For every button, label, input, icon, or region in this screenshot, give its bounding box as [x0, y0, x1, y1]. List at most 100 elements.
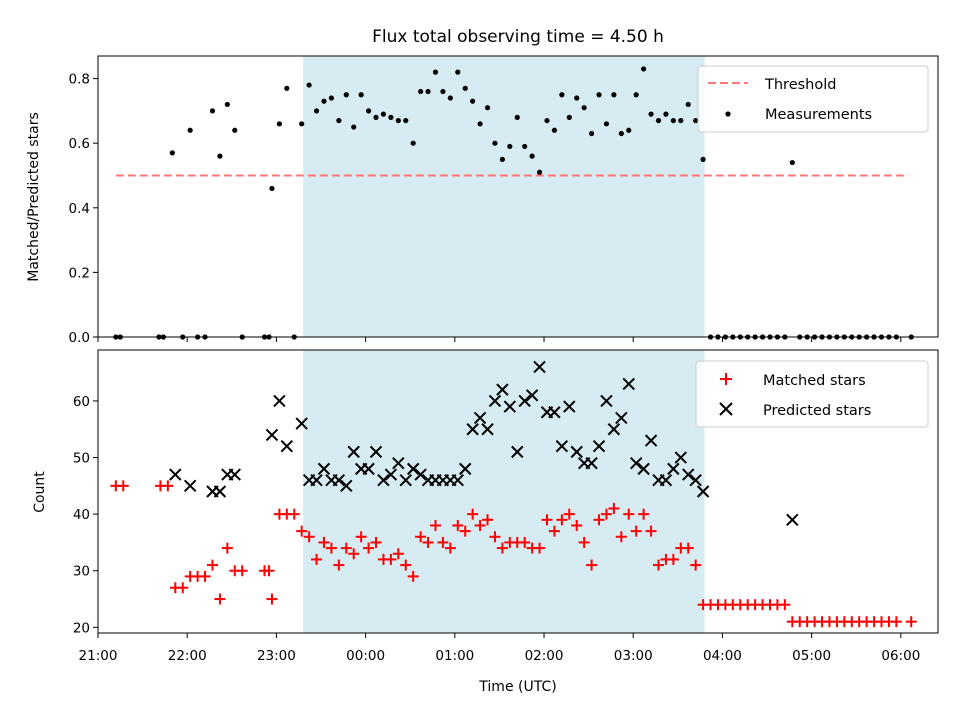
legend-measurements-swatch	[725, 111, 731, 117]
measurement-point	[581, 105, 587, 111]
ratio-y-tick-label: 0.8	[69, 72, 90, 88]
measurement-point	[321, 98, 327, 104]
predicted-star-point	[615, 411, 628, 425]
matched-star-point	[452, 519, 464, 531]
measurement-point	[276, 121, 282, 127]
measurement-point	[299, 121, 305, 127]
matched-star-point	[474, 519, 486, 531]
measurement-point	[343, 92, 349, 98]
measurement-point	[507, 143, 513, 150]
measurement-point	[365, 108, 372, 114]
predicted-star-point	[786, 513, 799, 527]
matched-star-point	[303, 531, 315, 543]
matched-star-point	[586, 559, 598, 571]
legend-matched-swatch	[720, 373, 732, 385]
predicted-star-point	[548, 406, 561, 419]
count-y-ticks: 20 30 40 50 60	[73, 394, 98, 636]
measurement-point	[217, 153, 223, 159]
measurement-point	[574, 95, 580, 101]
measurement-point	[455, 69, 461, 75]
measurement-point	[641, 66, 647, 72]
matched-star-point	[890, 616, 902, 628]
matched-star-point	[519, 536, 531, 548]
predicted-star-point	[310, 473, 323, 487]
predicted-stars-points	[169, 360, 799, 527]
matched-star-point	[600, 508, 612, 520]
predicted-star-point	[280, 440, 294, 453]
matched-star-point	[325, 542, 337, 554]
measurement-point	[470, 98, 476, 104]
matched-star-point	[162, 480, 174, 492]
measurement-point	[655, 117, 662, 124]
predicted-star-point	[369, 445, 383, 459]
matched-star-point	[355, 531, 367, 543]
x-tick-label: 06:00	[881, 648, 920, 664]
matched-star-point	[563, 508, 575, 520]
predicted-star-point	[451, 473, 464, 487]
measurement-point	[410, 140, 416, 146]
matched-star-point	[496, 542, 508, 554]
measurement-point	[440, 88, 446, 95]
predicted-star-point	[459, 462, 472, 476]
measurement-point	[169, 150, 175, 156]
predicted-star-point	[340, 479, 353, 493]
ratio-y-ticks: 0.0 0.2 0.4 0.6 0.8	[69, 72, 98, 346]
matched-star-point	[645, 525, 657, 537]
measurement-point	[670, 117, 676, 124]
measurement-point	[425, 88, 431, 95]
predicted-star-point	[414, 468, 427, 481]
measurement-point	[663, 111, 669, 117]
count-axes-frame	[97, 349, 939, 634]
measurement-point	[693, 117, 699, 124]
predicted-star-point	[674, 451, 688, 464]
measurement-point	[603, 121, 610, 127]
measurement-point	[522, 143, 528, 150]
predicted-star-point	[362, 462, 375, 476]
measurement-point	[358, 92, 364, 98]
matched-star-point	[199, 570, 211, 582]
measurement-point	[551, 127, 558, 133]
predicted-star-point	[563, 400, 576, 413]
observing-window-shade-top	[303, 56, 705, 337]
predicted-star-point	[629, 456, 643, 470]
measurement-point	[588, 130, 595, 137]
x-tick-label: 03:00	[614, 648, 653, 664]
measurement-point	[648, 111, 654, 117]
ratio-y-tick-label: 0.2	[69, 265, 90, 281]
matched-star-point	[422, 536, 434, 548]
x-tick-label: 02:00	[525, 648, 564, 664]
predicted-star-point	[689, 473, 702, 487]
measurement-point	[536, 169, 543, 175]
matched-star-point	[682, 542, 694, 554]
predicted-star-point	[525, 389, 539, 402]
count-y-tick-label: 20	[73, 620, 90, 636]
predicted-star-point	[667, 462, 680, 476]
matched-star-point	[437, 536, 449, 548]
matched-star-point	[117, 480, 129, 492]
predicted-star-point	[347, 445, 360, 459]
matched-star-point	[482, 514, 494, 526]
measurement-point	[284, 85, 290, 91]
matched-star-point	[429, 519, 441, 531]
count-y-tick-label: 60	[73, 394, 90, 410]
measurements-points	[113, 66, 914, 340]
ratio-y-tick-label: 0.0	[69, 330, 90, 346]
matched-star-point	[318, 536, 330, 548]
matched-star-point	[348, 548, 360, 560]
ratio-x-ticks	[97, 337, 902, 342]
measurement-point	[566, 114, 572, 120]
predicted-star-point	[518, 394, 531, 408]
measurement-point	[351, 124, 357, 130]
measurement-point	[618, 130, 624, 137]
measurement-point	[395, 117, 401, 124]
predicted-star-point	[183, 479, 197, 493]
measurement-point	[492, 140, 498, 146]
count-x-ticks: 21:00 22:00 23:00 00:00 01:00 02:00 03:00 04:00…	[79, 633, 920, 664]
predicted-star-point	[659, 473, 673, 487]
matched-star-point	[415, 531, 427, 543]
predicted-star-point	[399, 473, 412, 487]
matched-star-point	[608, 502, 620, 514]
matched-star-point	[630, 525, 642, 537]
measurement-point	[544, 117, 550, 124]
